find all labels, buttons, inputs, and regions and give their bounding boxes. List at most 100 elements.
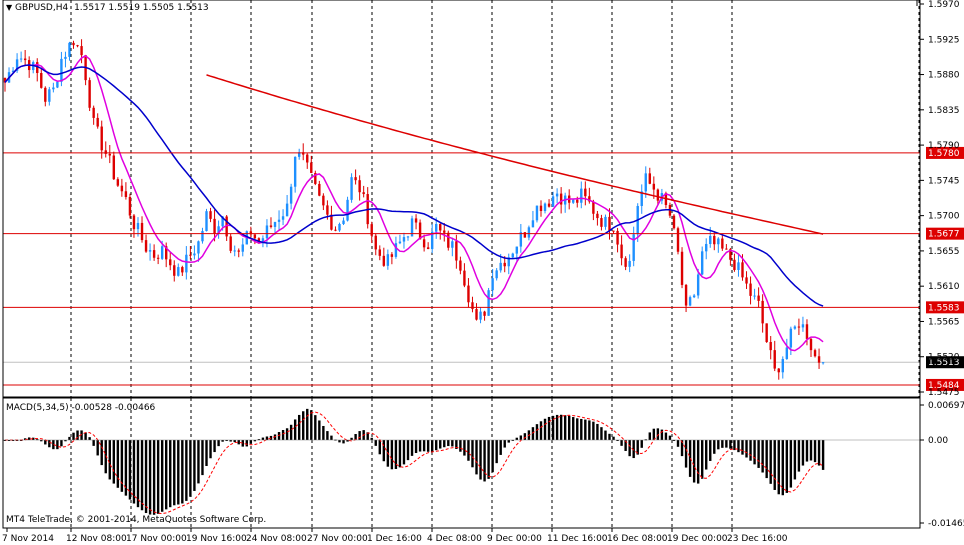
- macd-bar: [471, 440, 474, 468]
- dropdown-arrow-icon[interactable]: ▼: [6, 3, 13, 12]
- macd-bar: [285, 428, 289, 440]
- candle-body: [201, 231, 204, 242]
- macd-bar: [108, 440, 111, 480]
- macd-bar: [664, 432, 668, 440]
- candle-body: [769, 342, 772, 351]
- macd-bar: [205, 440, 208, 466]
- macd-bar: [185, 440, 188, 501]
- macd-bar: [177, 440, 180, 505]
- macd-bar: [56, 440, 59, 450]
- macd-bar: [439, 440, 442, 449]
- macd-bar: [314, 415, 317, 440]
- macd-bar: [92, 440, 95, 446]
- candle-body: [382, 255, 386, 266]
- price-level-label: 1.5780: [928, 149, 960, 159]
- candle-body: [156, 257, 160, 259]
- macd-bar: [725, 440, 728, 448]
- macd-bar: [144, 440, 148, 514]
- candle-body: [76, 45, 79, 47]
- macd-bar: [769, 440, 772, 484]
- candle-body: [205, 211, 208, 232]
- candle-body: [48, 89, 51, 102]
- macd-bar: [600, 427, 603, 440]
- candle-body: [64, 56, 67, 59]
- time-tick-label: 19 Nov 16:00: [186, 534, 247, 544]
- macd-tick-label: 0.00: [928, 436, 948, 446]
- candle-body: [471, 302, 474, 310]
- candle-body: [19, 58, 23, 60]
- time-tick-label: 9 Dec 00:00: [487, 534, 542, 544]
- candle-body: [797, 326, 801, 328]
- candle-body: [737, 262, 740, 270]
- candle-body: [648, 173, 651, 184]
- macd-bar: [676, 440, 680, 447]
- candle-body: [273, 221, 277, 227]
- candle-body: [346, 199, 349, 221]
- macd-bar: [398, 440, 402, 468]
- macd-bar: [749, 440, 752, 461]
- macd-bar: [455, 440, 458, 449]
- macd-bar: [459, 440, 462, 452]
- candle-body: [447, 232, 450, 248]
- candle-body: [612, 230, 615, 232]
- macd-bar: [257, 439, 261, 441]
- macd-bar: [479, 440, 482, 480]
- candle-body: [717, 238, 720, 245]
- macd-bar: [519, 435, 523, 440]
- candle-body: [765, 323, 768, 343]
- macd-bar: [96, 440, 99, 456]
- candle-body: [132, 215, 136, 230]
- candle-body: [11, 70, 15, 73]
- candle-body: [793, 326, 797, 329]
- candle-body: [430, 231, 434, 250]
- macd-bar: [753, 440, 756, 465]
- macd-bar: [265, 436, 269, 440]
- candle-body: [277, 219, 281, 222]
- candle-body: [189, 254, 192, 256]
- price-tick-label: 1.5475: [928, 388, 960, 398]
- candle-body: [805, 324, 809, 339]
- macd-bar: [592, 421, 595, 440]
- candle-body: [390, 254, 394, 257]
- candle-body: [580, 188, 583, 203]
- macd-bar: [120, 440, 124, 492]
- macd-bar: [491, 440, 494, 473]
- candle-body: [253, 234, 257, 239]
- candle-body: [459, 260, 462, 271]
- candle-body: [229, 236, 232, 251]
- macd-bar: [805, 440, 809, 462]
- time-tick-label: 23 Dec 16:00: [727, 534, 788, 544]
- macd-bar: [568, 415, 571, 440]
- macd-bar: [733, 440, 736, 451]
- price-pane-border: [2, 0, 921, 398]
- macd-bar: [418, 440, 422, 452]
- price-tick-label: 1.5565: [928, 317, 960, 327]
- candle-body: [92, 107, 95, 118]
- candle-body: [604, 216, 607, 227]
- macd-bar: [148, 440, 152, 515]
- candle-body: [124, 191, 128, 197]
- candle-body: [104, 150, 107, 154]
- candle-body: [310, 162, 313, 174]
- macd-bar: [785, 440, 789, 493]
- macd-bar: [277, 432, 281, 440]
- macd-bar: [499, 440, 502, 455]
- macd-bar: [160, 440, 164, 512]
- macd-bar: [773, 440, 776, 490]
- time-tick-label: 17 Nov 00:00: [126, 534, 187, 544]
- candle-body: [801, 324, 805, 328]
- macd-bar: [293, 419, 297, 440]
- macd-bar: [612, 436, 615, 440]
- candle-body: [285, 203, 289, 217]
- candle-body: [289, 186, 293, 204]
- macd-bar: [563, 415, 567, 440]
- candle-body: [426, 247, 430, 250]
- candle-body: [455, 241, 458, 261]
- macd-bar: [684, 440, 688, 468]
- macd-bar: [40, 440, 43, 442]
- candle-body: [721, 238, 724, 249]
- candle-body: [402, 237, 406, 242]
- price-tick-label: 1.5925: [928, 35, 960, 45]
- copyright-text: MT4 TeleTrade, © 2001-2014, MetaQuotes S…: [6, 515, 267, 525]
- candle-body: [386, 254, 390, 266]
